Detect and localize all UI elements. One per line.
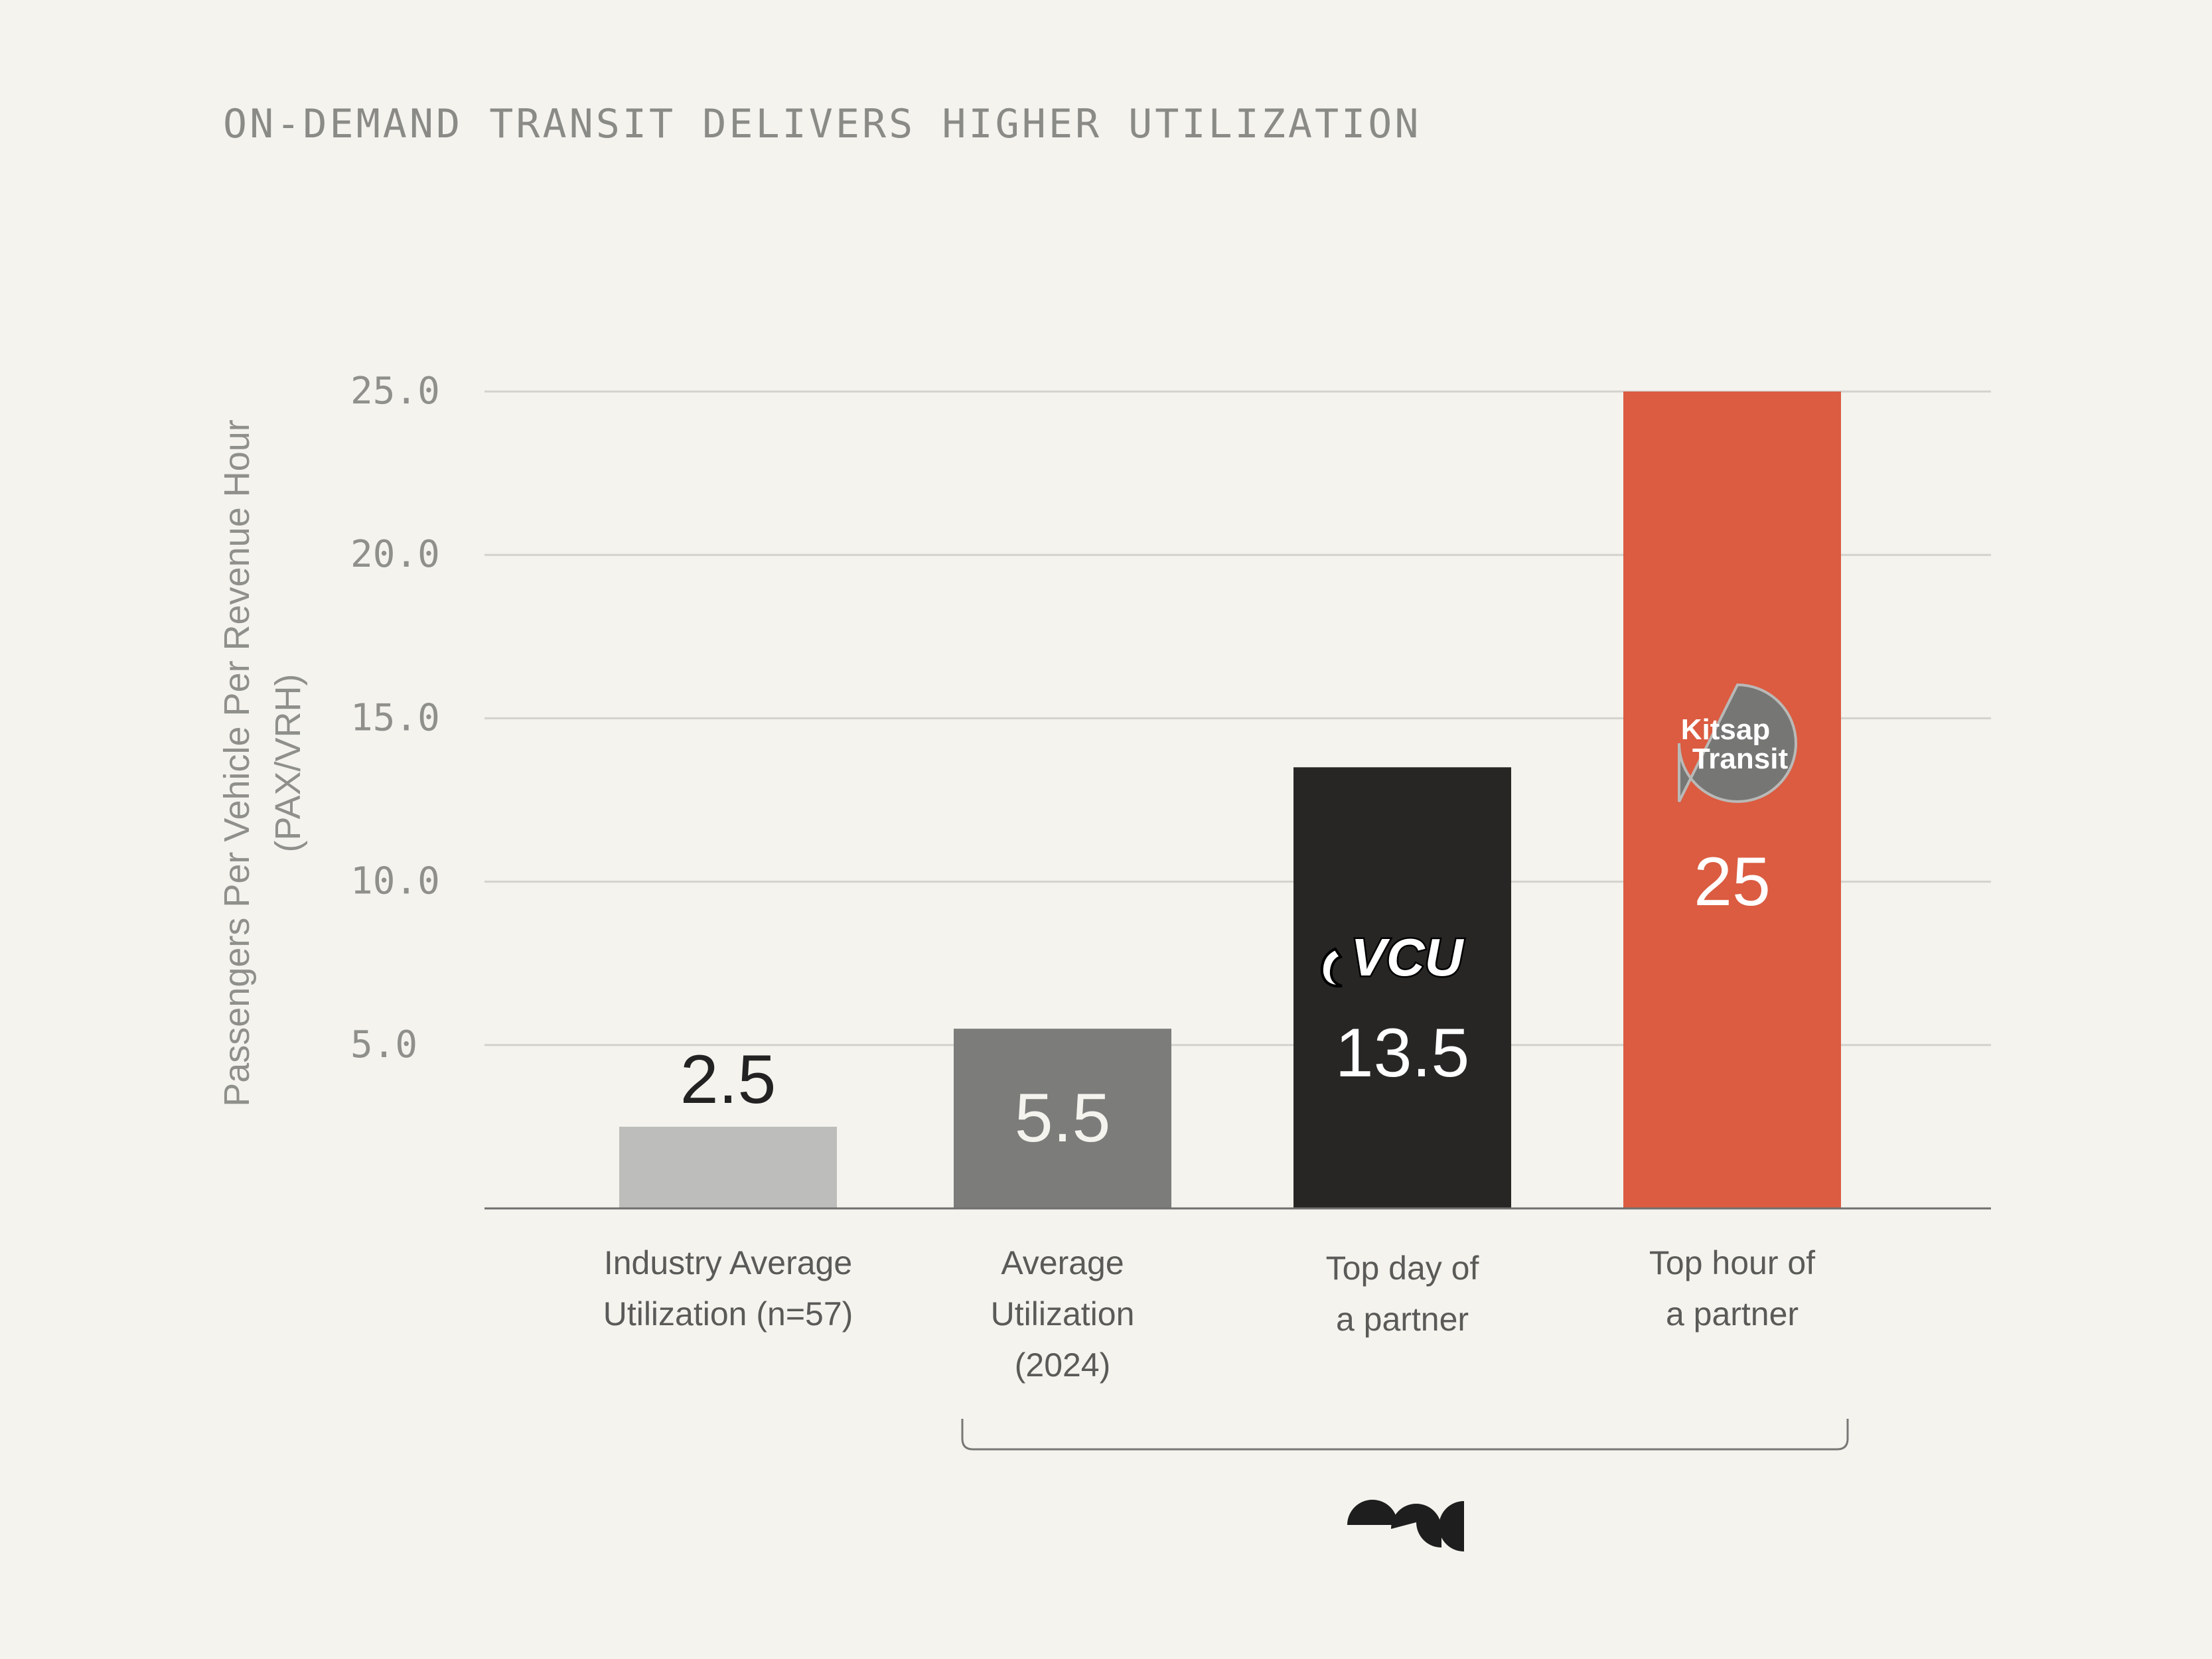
kitsap-transit-logo: Kitsap Transit (1678, 683, 1797, 803)
data-label: 25 (1694, 843, 1771, 920)
category-label: Top hour of (1649, 1244, 1815, 1281)
data-label: 5.5 (1015, 1080, 1111, 1157)
category-label: Industry Average (604, 1244, 852, 1281)
data-label: 2.5 (680, 1041, 776, 1118)
category-label: a partner (1666, 1295, 1799, 1333)
category-label: (2024) (1015, 1346, 1111, 1384)
category-label: Utilization (991, 1295, 1135, 1333)
category-label: Utilization (n=57) (603, 1295, 853, 1333)
y-axis-label: Passengers Per Vehicle Per Revenue Hour … (217, 419, 308, 1107)
data-labels: 2.5 5.5 13.5 25 (680, 843, 1771, 1157)
category-labels: Industry Average Utilization (n=57) Averag… (603, 1244, 1815, 1384)
bar (619, 1126, 837, 1208)
brand-mark-icon (1347, 1500, 1464, 1551)
vcu-ram-horn-icon (1320, 947, 1343, 988)
kitsap-logo-line2: Transit (1692, 743, 1789, 775)
y-tick-label: 15.0 (350, 696, 440, 739)
kitsap-logo-badge (1678, 683, 1797, 803)
bars (619, 392, 1841, 1208)
bar (1293, 767, 1511, 1208)
y-axis-label-line2: (PAX/VRH) (268, 674, 308, 852)
vcu-logo-text: VCU (1351, 928, 1465, 987)
y-tick-label: 10.0 (350, 860, 440, 903)
y-axis-label-line1: Passengers Per Vehicle Per Revenue Hour (217, 419, 257, 1107)
y-tick-label: 5.0 (350, 1023, 417, 1066)
bar (954, 1029, 1171, 1208)
category-label: Top day of (1326, 1250, 1479, 1287)
y-tick-labels: 5.0 10.0 15.0 20.0 25.0 (350, 370, 440, 1066)
chart-title: ON-DEMAND TRANSIT DELIVERS HIGHER UTILIZ… (223, 101, 1422, 147)
bracket (961, 1419, 1849, 1451)
vcu-logo: VCU (1320, 926, 1466, 989)
kitsap-logo-line1: Kitsap (1681, 713, 1770, 746)
category-label: Average (1001, 1244, 1124, 1281)
y-tick-label: 25.0 (350, 370, 440, 413)
data-label: 13.5 (1335, 1015, 1469, 1092)
category-label: a partner (1336, 1301, 1469, 1338)
y-tick-label: 20.0 (350, 533, 440, 576)
